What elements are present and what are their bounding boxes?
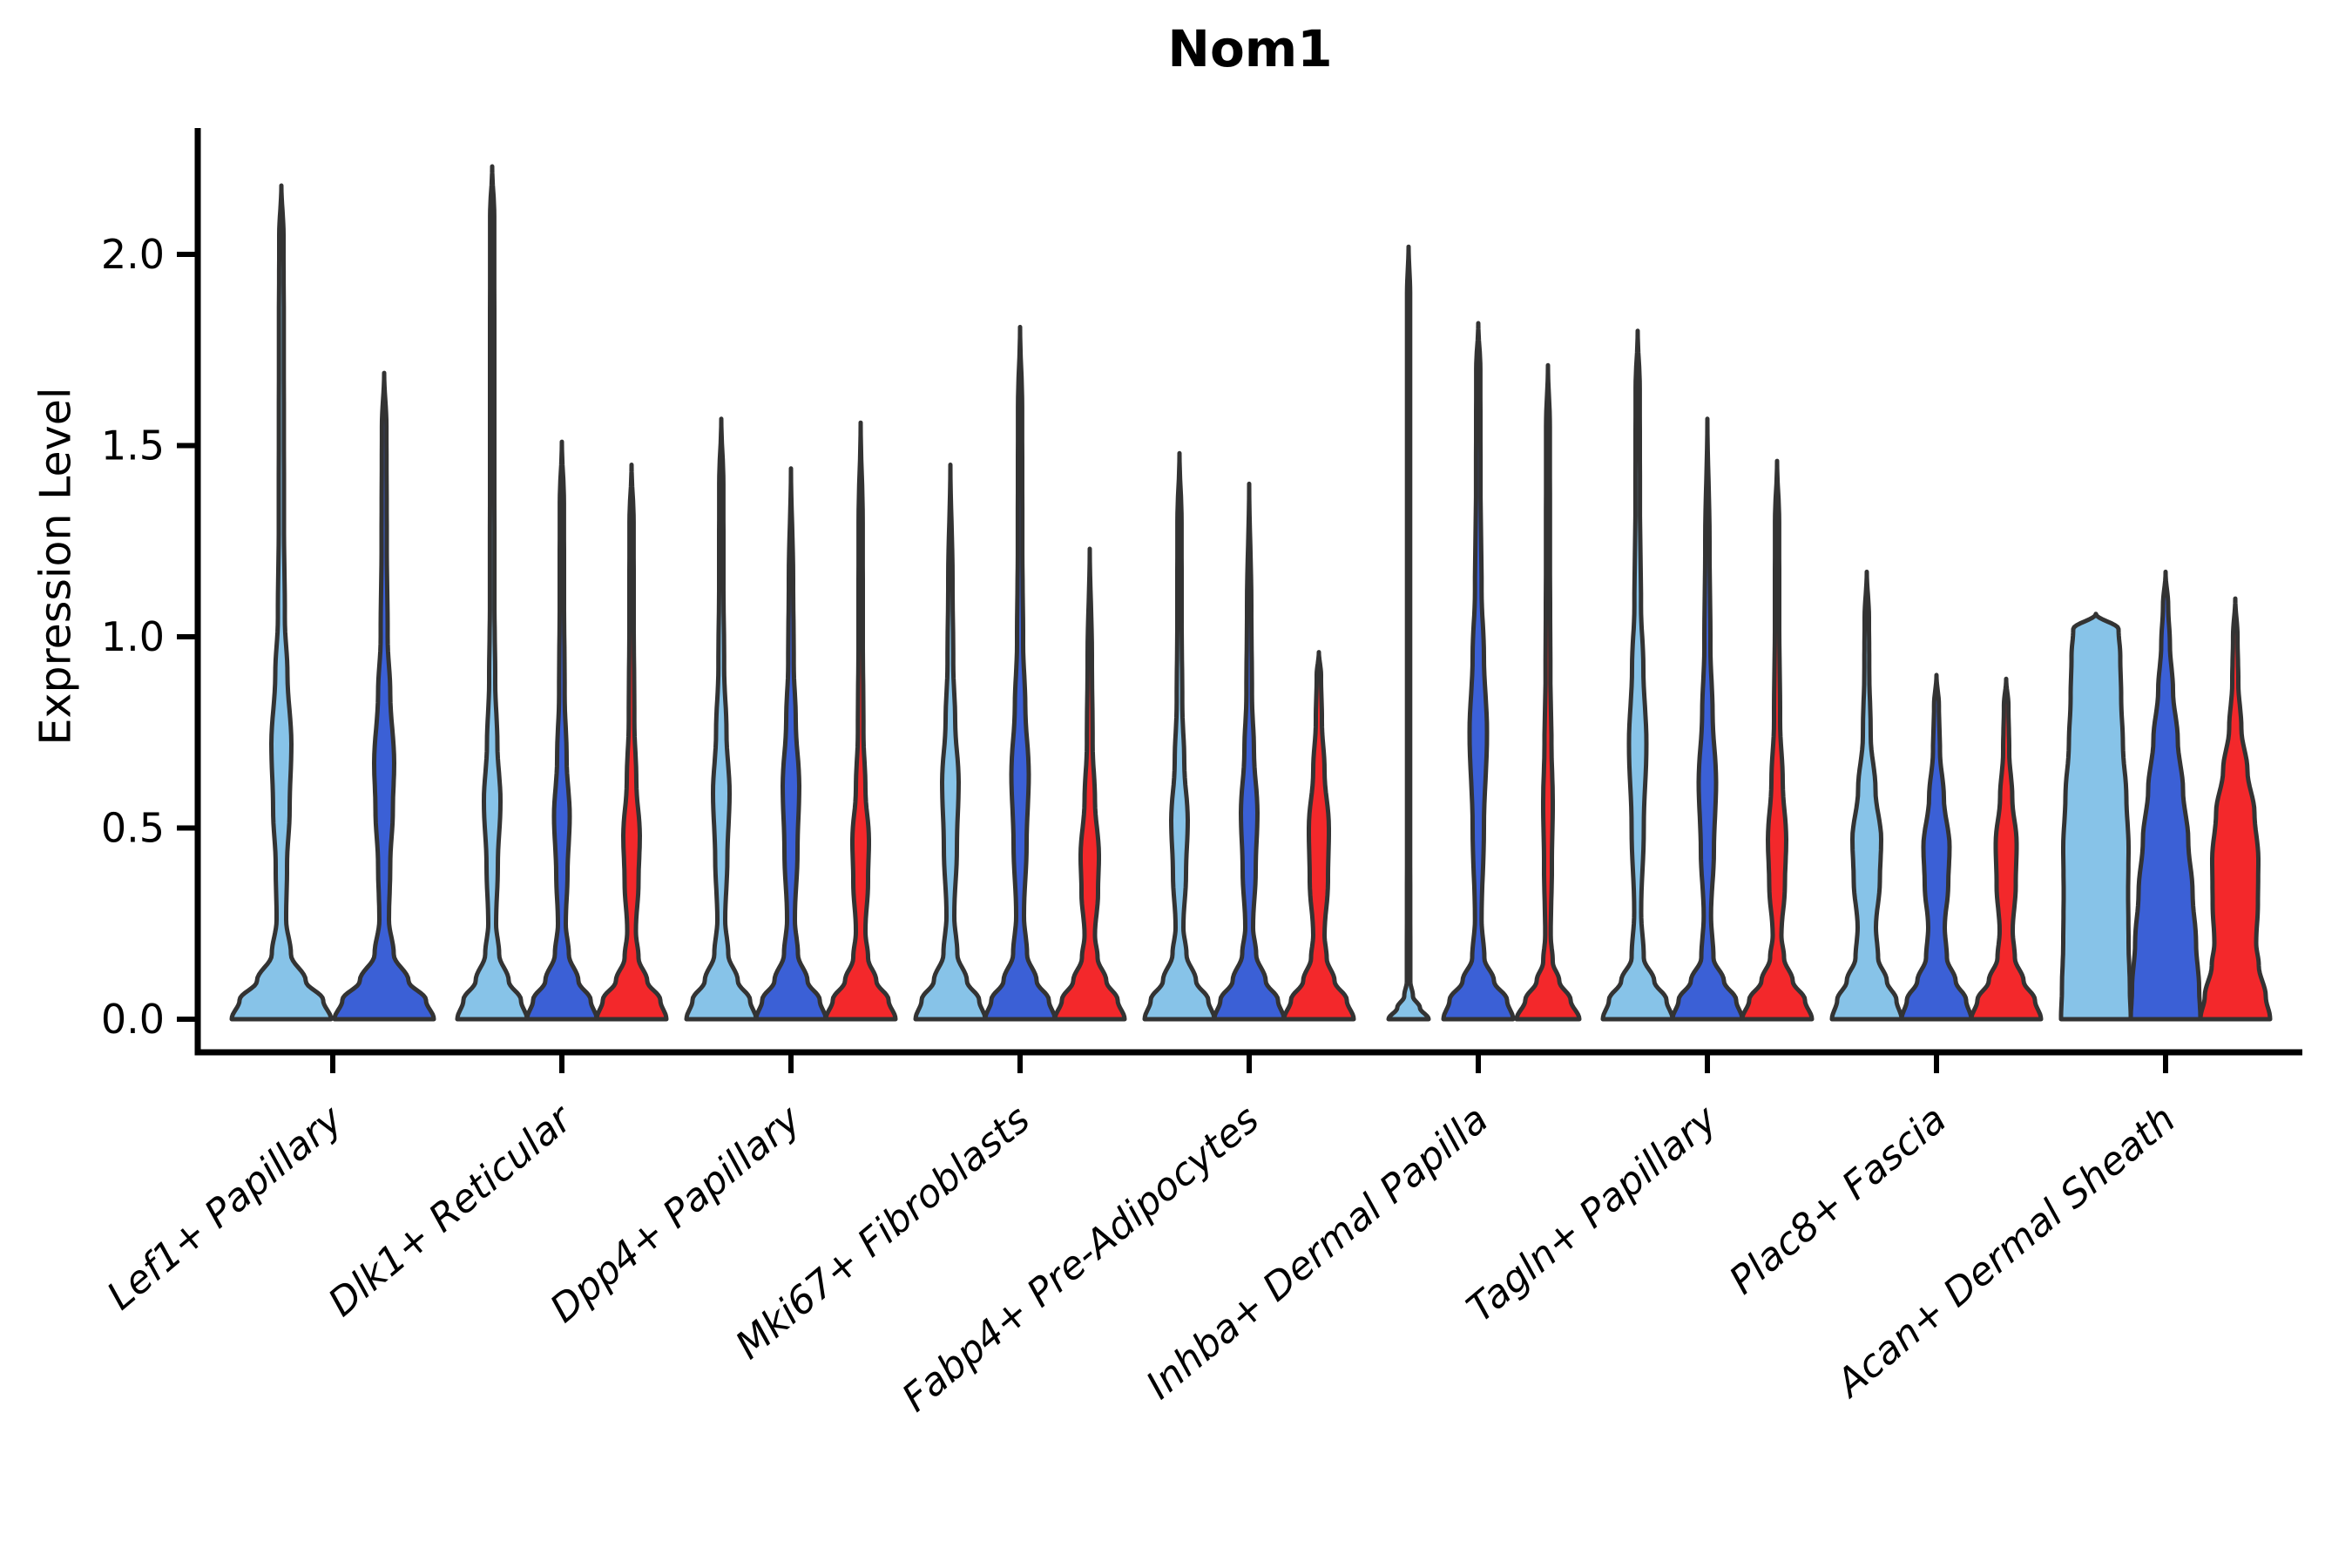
y-tick-label: 1.0 bbox=[101, 613, 165, 660]
violin-1-royal_blue bbox=[332, 370, 436, 1022]
violin-4-red bbox=[1052, 546, 1127, 1022]
x-tick-label-1: Lef1+ Papillary bbox=[99, 1097, 352, 1319]
violin-2-royal_blue bbox=[524, 439, 599, 1022]
violin-9-royal_blue bbox=[2128, 569, 2203, 1022]
violin-5-light_blue bbox=[1142, 450, 1217, 1022]
violin-7-light_blue bbox=[1600, 328, 1675, 1022]
violin-5-red bbox=[1281, 650, 1356, 1022]
violin-2-light_blue bbox=[455, 164, 530, 1022]
y-tick-label: 2.0 bbox=[101, 231, 165, 278]
x-tick-label-3: Dpp4+ Papillary bbox=[542, 1097, 810, 1332]
violin-3-royal_blue bbox=[754, 466, 828, 1022]
violin-8-light_blue bbox=[1829, 569, 1904, 1022]
violin-8-red bbox=[1969, 676, 2044, 1022]
violin-3-light_blue bbox=[684, 416, 759, 1022]
violin-6-red bbox=[1514, 362, 1582, 1022]
chart-title: Nom1 bbox=[1167, 19, 1333, 78]
y-tick-label: 0.5 bbox=[101, 805, 165, 852]
y-axis-label: Expression Level bbox=[30, 387, 81, 746]
y-tick-label: 1.5 bbox=[101, 422, 165, 470]
violin-5-royal_blue bbox=[1212, 481, 1287, 1022]
violin-4-light_blue bbox=[913, 463, 988, 1022]
violin-3-red bbox=[823, 420, 898, 1022]
violin-1-light_blue bbox=[229, 183, 334, 1022]
violin-6-light_blue bbox=[1386, 244, 1431, 1022]
violin-6-royal_blue bbox=[1441, 321, 1516, 1022]
violin-8-royal_blue bbox=[1899, 672, 1974, 1022]
violin-9-light_blue bbox=[2058, 612, 2133, 1022]
x-tick-label-8: Plac8+ Fascia bbox=[1721, 1097, 1955, 1303]
x-tick-label-7: Tagln+ Papillary bbox=[1459, 1097, 1727, 1331]
violin-4-royal_blue bbox=[983, 324, 1058, 1022]
violin-7-red bbox=[1740, 458, 1815, 1022]
x-tick-label-2: Dlk1+ Reticular bbox=[321, 1095, 583, 1325]
violin-9-red bbox=[2198, 596, 2273, 1022]
y-tick-label: 0.0 bbox=[101, 996, 165, 1043]
violin-7-royal_blue bbox=[1670, 416, 1745, 1022]
violin-2-red bbox=[594, 463, 669, 1022]
x-tick-label-5: Fabp4+ Pre-Adipocytes bbox=[894, 1097, 1267, 1420]
